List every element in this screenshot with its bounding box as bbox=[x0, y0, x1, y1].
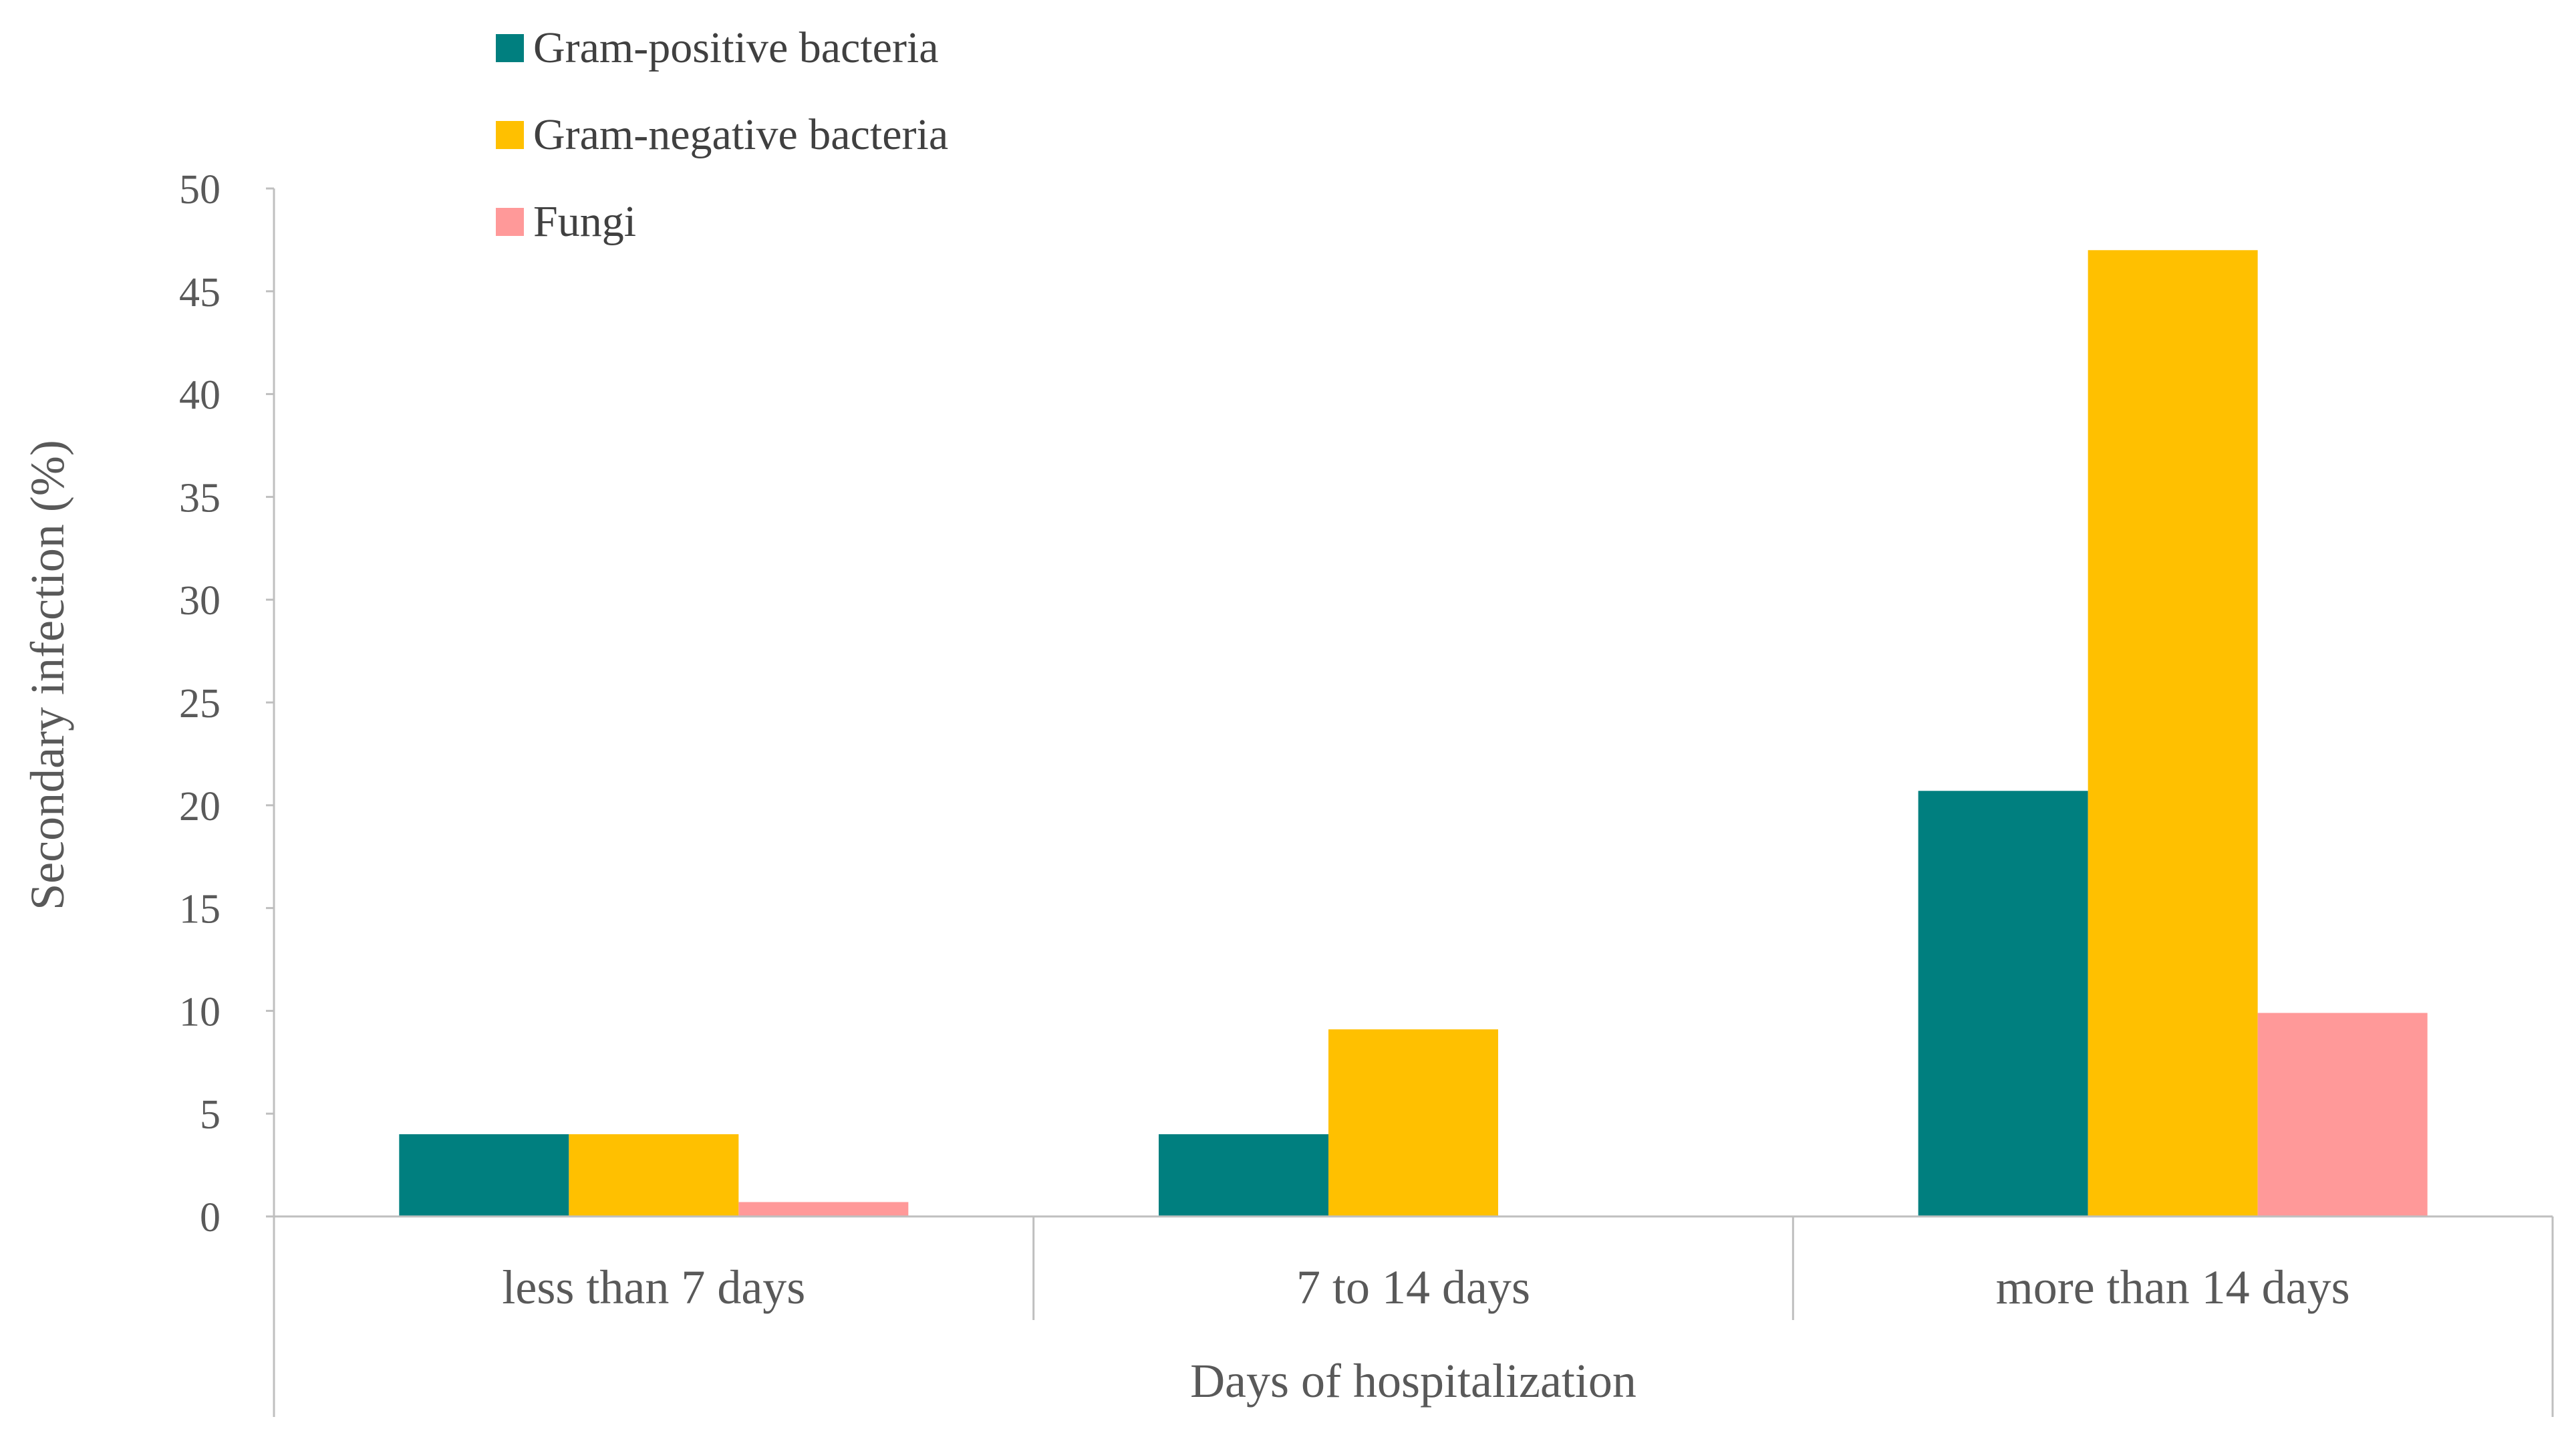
y-tick-label: 5 bbox=[200, 1092, 221, 1138]
bar bbox=[1159, 1134, 1328, 1216]
y-tick-labels: 0 5 10 15 20 25 30 35 40 45 50 bbox=[179, 167, 274, 1241]
bar bbox=[2088, 250, 2258, 1216]
bar bbox=[1328, 1029, 1498, 1216]
y-tick-label: 35 bbox=[179, 475, 221, 521]
x-axis bbox=[273, 1215, 2553, 1417]
y-tick-label: 20 bbox=[179, 784, 221, 829]
y-axis-title: Secondary infection (%) bbox=[21, 440, 74, 910]
category-dividers bbox=[1032, 1216, 2554, 1417]
legend-label: Fungi bbox=[533, 197, 636, 246]
y-tick-label: 25 bbox=[179, 681, 221, 727]
y-tick-label: 45 bbox=[179, 270, 221, 315]
bars bbox=[399, 250, 2428, 1216]
category-label: 7 to 14 days bbox=[1296, 1261, 1530, 1314]
legend-swatch bbox=[496, 208, 524, 236]
category-labels: less than 7 days 7 to 14 days more than 14… bbox=[502, 1261, 2349, 1314]
category-label: more than 14 days bbox=[1996, 1261, 2350, 1314]
legend-label: Gram-negative bacteria bbox=[533, 110, 948, 159]
y-tick-label: 0 bbox=[200, 1195, 221, 1241]
bar bbox=[1918, 791, 2088, 1216]
y-tick-label: 30 bbox=[179, 578, 221, 624]
legend-swatch bbox=[496, 121, 524, 149]
y-tick-label: 10 bbox=[179, 989, 221, 1035]
bar bbox=[399, 1134, 569, 1216]
bar bbox=[738, 1202, 909, 1216]
bar bbox=[2257, 1013, 2428, 1216]
y-tick-label: 50 bbox=[179, 167, 221, 213]
legend-label: Gram-positive bacteria bbox=[533, 23, 939, 72]
y-tick-label: 15 bbox=[179, 887, 221, 932]
category-label: less than 7 days bbox=[502, 1261, 805, 1314]
x-axis-title: Days of hospitalization bbox=[1190, 1354, 1636, 1408]
bar bbox=[569, 1134, 739, 1216]
legend: Gram-positive bacteria Gram-negative bact… bbox=[496, 23, 948, 246]
y-tick-label: 40 bbox=[179, 373, 221, 418]
legend-swatch bbox=[496, 34, 524, 62]
